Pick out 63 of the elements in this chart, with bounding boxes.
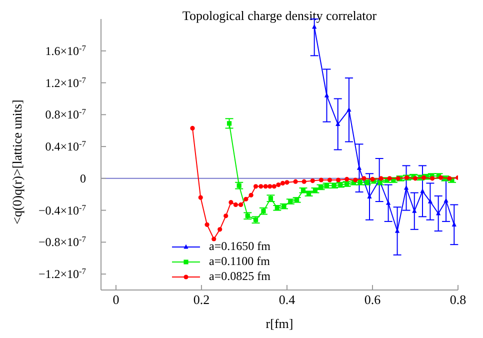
point	[263, 184, 268, 189]
point	[198, 195, 203, 200]
x-tick-label: 0.6	[364, 292, 382, 308]
y-tick-label: 0.8×10$^{-7}$	[45, 107, 86, 122]
point	[404, 185, 409, 190]
y-tick-label: −0.4×10$^{-7}$	[38, 202, 86, 218]
point	[438, 175, 444, 180]
chart-title: Topological charge density correlator	[181, 8, 378, 24]
x-tick-label: 0.2	[193, 292, 210, 308]
y-axis-title: <q(0)q(r)>[lattice units]	[9, 99, 26, 224]
point	[396, 176, 400, 181]
point	[412, 208, 417, 213]
point	[336, 121, 340, 126]
point	[272, 184, 276, 189]
point	[421, 175, 426, 180]
point	[248, 192, 254, 198]
point	[226, 121, 232, 126]
point	[258, 184, 264, 189]
point	[238, 202, 244, 208]
point	[228, 200, 234, 205]
legend-label: a=0.1100 fm	[209, 254, 270, 269]
point	[302, 179, 306, 184]
point	[447, 176, 452, 181]
point	[244, 196, 248, 202]
y-tick-label: 0.4×10$^{-7}$	[45, 139, 86, 154]
point	[233, 202, 238, 208]
point	[344, 176, 350, 182]
point	[428, 198, 433, 204]
point	[284, 180, 290, 185]
x-axis-title: r[fm]	[266, 316, 294, 331]
point	[318, 178, 324, 182]
point	[327, 178, 332, 182]
point	[253, 184, 258, 189]
point	[430, 176, 435, 181]
point	[386, 200, 391, 205]
x-tick-label: 0	[112, 292, 120, 308]
x-tick-label: 0.4	[278, 292, 296, 308]
point	[204, 222, 210, 227]
point	[293, 179, 298, 184]
y-tick-label: −0.8×10$^{-7}$	[38, 234, 86, 250]
point	[310, 178, 315, 184]
y-tick-label: −1.2×10$^{-7}$	[38, 266, 86, 282]
legend-label: a=0.0825 fm	[209, 269, 270, 284]
point	[276, 182, 281, 188]
y-tick-label: 1.2×10$^{-7}$	[45, 75, 86, 90]
point	[212, 236, 216, 242]
point	[190, 126, 195, 130]
point	[387, 176, 392, 181]
x-tick-label: 0.8	[450, 292, 466, 308]
point	[312, 24, 317, 29]
legend-label: a=0.1650 fm	[209, 239, 270, 254]
point	[436, 210, 441, 216]
point	[268, 184, 272, 189]
point	[218, 227, 222, 232]
y-tick-label: 0	[80, 171, 86, 186]
point	[346, 107, 352, 112]
point	[224, 214, 228, 218]
point	[280, 180, 286, 186]
point	[353, 178, 358, 182]
y-tick-label: 1.6×10$^{-7}$	[45, 43, 86, 58]
point	[324, 92, 330, 98]
point	[362, 176, 366, 181]
point	[336, 178, 341, 182]
